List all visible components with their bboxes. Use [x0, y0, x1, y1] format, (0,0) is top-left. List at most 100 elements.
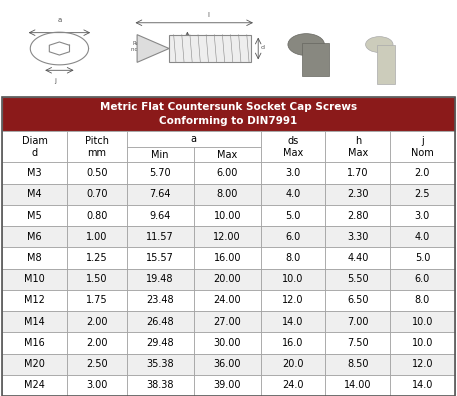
Bar: [194, 147, 261, 162]
Bar: [390, 226, 455, 248]
Bar: [390, 205, 455, 226]
Bar: [194, 375, 261, 396]
Bar: [2, 290, 67, 311]
Text: 26.48: 26.48: [146, 317, 174, 327]
Text: h
Max: h Max: [348, 136, 368, 158]
Bar: [302, 43, 329, 76]
Text: 3.0: 3.0: [415, 211, 430, 221]
Text: 27.00: 27.00: [213, 317, 241, 327]
Bar: [261, 375, 325, 396]
Bar: [325, 354, 390, 375]
Text: d: d: [260, 44, 265, 50]
Bar: [261, 131, 325, 162]
Text: 10.0: 10.0: [282, 274, 304, 284]
Text: 38.38: 38.38: [146, 381, 174, 390]
Bar: [2, 248, 67, 268]
Ellipse shape: [288, 34, 324, 55]
Bar: [194, 226, 261, 248]
Bar: [2, 268, 67, 290]
Text: 29.48: 29.48: [146, 338, 174, 348]
Text: M16: M16: [24, 338, 45, 348]
Text: 5.70: 5.70: [149, 168, 171, 178]
Text: j
Nom: j Nom: [411, 136, 434, 158]
Text: 19.48: 19.48: [146, 274, 174, 284]
Text: M4: M4: [27, 189, 42, 199]
Text: 10.0: 10.0: [412, 338, 433, 348]
Text: M3: M3: [27, 168, 42, 178]
Text: 9.64: 9.64: [149, 211, 171, 221]
Bar: [127, 147, 194, 162]
Text: 11.57: 11.57: [146, 232, 174, 242]
Text: 6.0: 6.0: [286, 232, 301, 242]
Text: 2.80: 2.80: [347, 211, 368, 221]
Bar: [390, 332, 455, 354]
Bar: [325, 205, 390, 226]
Bar: [67, 184, 127, 205]
Text: 1.70: 1.70: [347, 168, 368, 178]
Ellipse shape: [366, 36, 393, 52]
Text: 6.00: 6.00: [217, 168, 238, 178]
Bar: [390, 131, 455, 162]
Bar: [127, 375, 194, 396]
Bar: [390, 311, 455, 332]
Bar: [261, 248, 325, 268]
Text: 24.0: 24.0: [282, 381, 304, 390]
Bar: [67, 332, 127, 354]
Bar: [390, 248, 455, 268]
Text: M10: M10: [24, 274, 45, 284]
Text: 6.50: 6.50: [347, 295, 368, 305]
Text: 3.0: 3.0: [286, 168, 301, 178]
Text: 15.57: 15.57: [146, 253, 174, 263]
Bar: [261, 354, 325, 375]
Bar: [325, 162, 390, 184]
Bar: [390, 354, 455, 375]
Bar: [194, 290, 261, 311]
Bar: [2, 162, 67, 184]
Text: 7.50: 7.50: [347, 338, 369, 348]
Bar: [390, 162, 455, 184]
Bar: [67, 205, 127, 226]
Text: 1.25: 1.25: [86, 253, 107, 263]
Text: 1.75: 1.75: [86, 295, 107, 305]
Text: 3.30: 3.30: [347, 232, 368, 242]
Text: 39.00: 39.00: [213, 381, 241, 390]
Text: 5.0: 5.0: [286, 211, 301, 221]
Text: 12.0: 12.0: [282, 295, 304, 305]
Bar: [67, 375, 127, 396]
Text: 8.0: 8.0: [415, 295, 430, 305]
Text: M12: M12: [24, 295, 45, 305]
Text: Pitch
mm: Pitch mm: [85, 136, 109, 158]
Bar: [261, 332, 325, 354]
Bar: [390, 184, 455, 205]
Text: l: l: [207, 12, 209, 18]
Text: 10.0: 10.0: [412, 317, 433, 327]
Bar: [67, 226, 127, 248]
Text: 24.00: 24.00: [213, 295, 241, 305]
Bar: [67, 131, 127, 162]
Text: 14.0: 14.0: [412, 381, 433, 390]
Polygon shape: [137, 35, 169, 63]
Text: 14.0: 14.0: [282, 317, 304, 327]
Bar: [390, 375, 455, 396]
Bar: [194, 162, 261, 184]
Bar: [194, 311, 261, 332]
Bar: [390, 268, 455, 290]
Bar: [325, 311, 390, 332]
Bar: [0, 0, 457, 97]
Text: 0.50: 0.50: [86, 168, 107, 178]
Bar: [67, 290, 127, 311]
Text: 8.0: 8.0: [286, 253, 301, 263]
Bar: [2, 354, 67, 375]
Text: Metric Flat Countersunk Socket Cap Screws
Conforming to DIN7991: Metric Flat Countersunk Socket Cap Screw…: [100, 102, 357, 126]
Bar: [127, 162, 194, 184]
Text: 1.00: 1.00: [86, 232, 107, 242]
Bar: [127, 332, 194, 354]
Bar: [2, 97, 455, 98]
Text: 3.00: 3.00: [86, 381, 107, 390]
Text: 20.00: 20.00: [213, 274, 241, 284]
Text: M8: M8: [27, 253, 42, 263]
Text: 23.48: 23.48: [146, 295, 174, 305]
Text: 10.00: 10.00: [213, 211, 241, 221]
Bar: [127, 311, 194, 332]
Text: M24: M24: [24, 381, 45, 390]
